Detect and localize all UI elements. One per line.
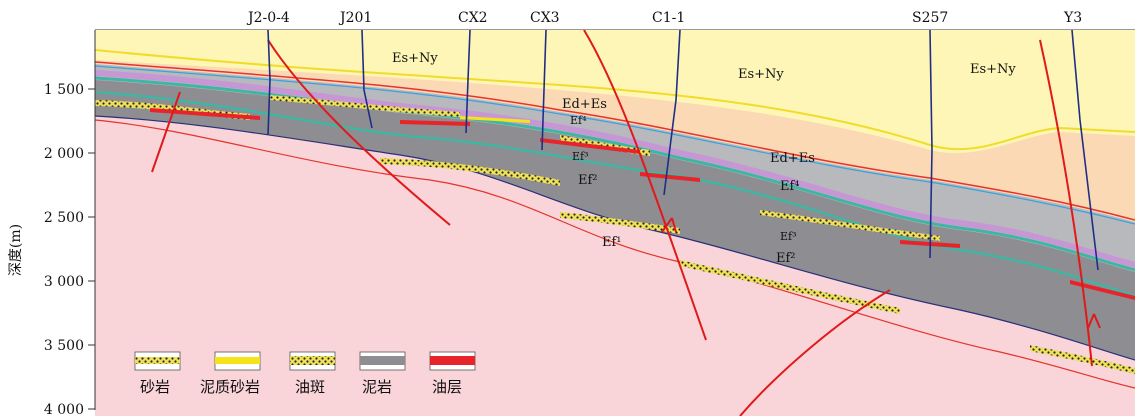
well-trace-4 (541, 30, 547, 151)
well-trace-6 (929, 30, 933, 259)
depth-axis-label: 深度(m) (8, 224, 24, 276)
formation-label-ef2-2: Ef² (776, 251, 796, 266)
depth-tick-label-2: 2 000 (44, 146, 84, 162)
well-trace-1 (267, 30, 271, 136)
legend: 砂岩 泥质砂岩 油斑 泥岩 油层 (134, 351, 476, 396)
formation-label-ed-es-1: Ed+Es (562, 97, 607, 112)
ef1-base-line (95, 119, 1135, 389)
es-ny-boundary (95, 49, 1135, 151)
well-trace-2 (361, 30, 373, 129)
well-label-2: J201 (338, 10, 372, 26)
ef2-teal-line (95, 90, 1135, 298)
oil-layer-1 (150, 108, 260, 120)
legend-swatch-sandstone (134, 351, 181, 371)
formation-label-es-ny-1: Es+Ny (392, 51, 438, 66)
muddy-sand-band-1 (460, 116, 530, 123)
well-label-1: J2-0-4 (246, 10, 290, 26)
well-label-7: Y3 (1063, 10, 1082, 26)
legend-swatch-oil-spot (289, 351, 336, 371)
fault-3 (583, 30, 707, 341)
fault-4 (739, 289, 891, 416)
depth-tick-label-5: 3 500 (44, 338, 84, 354)
oil-layer-2 (400, 120, 470, 126)
sand-band-6 (270, 95, 460, 117)
well-trace-3 (465, 30, 471, 134)
sand-band-8 (760, 210, 940, 241)
oil-layer-3 (540, 138, 640, 154)
formation-label-ed-es-2: Ed+Es (770, 151, 815, 166)
ef1-top-line (95, 115, 1135, 361)
well-label-5: C1-1 (652, 10, 685, 26)
formation-label-es-ny-2: Es+Ny (738, 67, 784, 82)
sand-band-3 (560, 212, 680, 234)
formation-label-ef3-1: Ef³ (572, 150, 589, 163)
formation-label-ef4-2: Ef⁴ (780, 179, 800, 194)
legend-swatch-muddy-sandstone (214, 351, 261, 371)
well-trace-5 (663, 30, 681, 196)
strata-group (95, 30, 1135, 416)
sand-band-5 (1030, 345, 1135, 374)
formation-label-ef3-2: Ef³ (780, 230, 797, 243)
sand-band-4 (680, 260, 900, 314)
fault-1 (151, 91, 181, 173)
formation-label-es-ny-3: Es+Ny (970, 62, 1016, 77)
legend-label-sandstone: 砂岩 (140, 378, 170, 396)
depth-tick-label-4: 3 000 (44, 274, 84, 290)
well-trace-7 (1071, 30, 1099, 271)
well-label-4: CX3 (530, 10, 560, 26)
oil-layer-6 (1070, 280, 1135, 300)
fault-2 (267, 39, 451, 226)
depth-tick-label-1: 1 500 (44, 82, 84, 98)
oil-layer-4 (640, 172, 700, 182)
well-label-6: S257 (912, 10, 948, 26)
fault-arrow-2 (1087, 313, 1101, 329)
layer-ef1 (95, 116, 1135, 416)
ef4-top-line (95, 65, 1135, 225)
formation-label-ef2-1: Ef² (578, 173, 598, 188)
ed-es-base-line (95, 61, 1135, 221)
legend-label-oil-spot: 油斑 (295, 378, 325, 396)
fault-arrow-1 (661, 217, 677, 233)
formation-label-ef1-1: Ef¹ (602, 235, 622, 250)
fault-5 (1039, 39, 1093, 367)
depth-tick-label-3: 2 500 (44, 210, 84, 226)
formation-label-ef4-1: Ef⁴ (570, 114, 587, 127)
legend-label-muddy-sandstone: 泥质砂岩 (200, 378, 260, 396)
sand-band-2 (380, 158, 560, 186)
well-label-3: CX2 (458, 10, 488, 26)
legend-swatch-oil-layer (429, 351, 476, 371)
legend-label-mudstone: 泥岩 (362, 378, 392, 396)
legend-swatch-mudstone (359, 351, 406, 371)
legend-label-oil-layer: 油层 (432, 378, 462, 396)
depth-tick-label-6: 4 000 (44, 402, 84, 416)
